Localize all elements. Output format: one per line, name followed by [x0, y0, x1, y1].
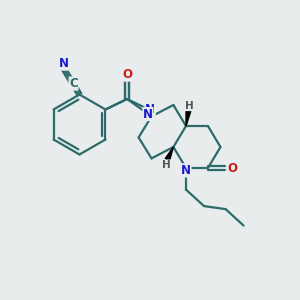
Polygon shape — [165, 147, 173, 160]
Text: O: O — [122, 68, 132, 81]
Text: C: C — [69, 77, 78, 90]
Text: H: H — [185, 100, 194, 111]
Polygon shape — [186, 111, 191, 126]
Text: O: O — [122, 68, 132, 81]
Text: O: O — [227, 161, 237, 175]
Text: N: N — [59, 57, 69, 70]
Text: H: H — [162, 160, 171, 170]
Text: N: N — [145, 103, 155, 116]
Text: N: N — [143, 107, 153, 121]
Text: N: N — [181, 164, 191, 177]
